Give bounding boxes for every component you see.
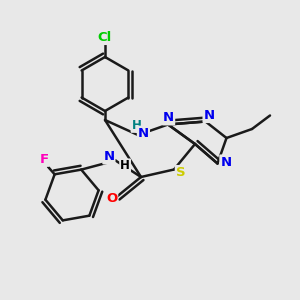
Text: N: N — [138, 127, 149, 140]
Text: Cl: Cl — [98, 31, 112, 44]
Text: H: H — [120, 159, 130, 172]
Text: N: N — [163, 111, 174, 124]
Text: N: N — [220, 155, 232, 169]
Text: F: F — [40, 153, 49, 166]
Text: N: N — [103, 150, 115, 164]
Text: O: O — [106, 191, 117, 205]
Text: S: S — [176, 166, 185, 179]
Text: N: N — [203, 109, 215, 122]
Text: H: H — [132, 119, 141, 132]
